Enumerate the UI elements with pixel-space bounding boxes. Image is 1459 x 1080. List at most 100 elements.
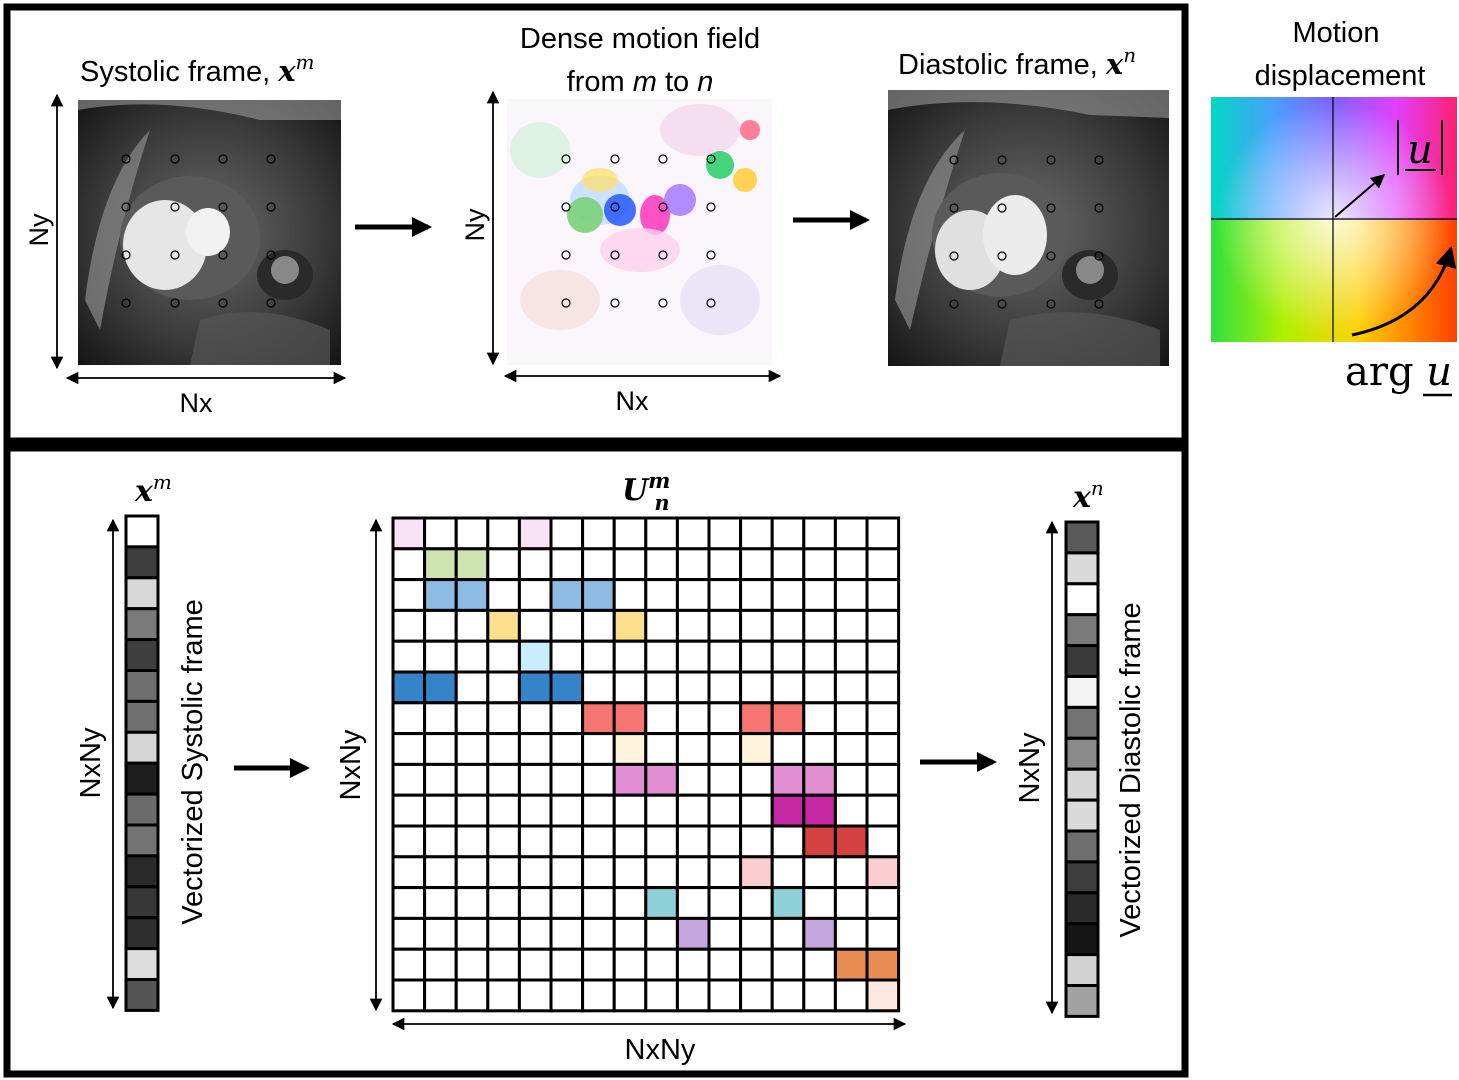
matrix-cell-r10-c10 xyxy=(707,824,743,859)
diastolic-vector-cell-15 xyxy=(1064,984,1100,1018)
diastolic-vector-cell-3 xyxy=(1064,613,1100,648)
diastolic-frame-title: Diastolic frame, xn xyxy=(898,43,1136,81)
matrix-cell-r8-c4 xyxy=(517,762,553,797)
magnitude-label: u xyxy=(1397,120,1443,175)
matrix-cell-r12-c14 xyxy=(833,886,869,920)
matrix-cell-r13-c11 xyxy=(739,916,774,951)
matrix-cell-r11-c10 xyxy=(707,855,743,890)
matrix-cell-r0-c7 xyxy=(612,516,648,551)
matrix-cell-r11-c8 xyxy=(644,855,679,890)
diastolic-control-points xyxy=(949,155,1104,309)
matrix-cell-r7-c9 xyxy=(675,732,711,766)
matrix-cell-r5-c10 xyxy=(707,670,743,705)
matrix-cell-r0-c9 xyxy=(675,516,711,551)
matrix-cell-r9-c5 xyxy=(549,793,585,828)
matrix-cell-r10-c1 xyxy=(423,824,458,859)
matrix-cell-r12-c10 xyxy=(707,886,743,920)
systolic-vector-label: Vectorized Systolic frame xyxy=(177,599,209,925)
matrix-cell-r8-c12 xyxy=(770,762,806,797)
matrix-cell-r11-c2 xyxy=(454,855,490,890)
matrix-cell-r4-c12 xyxy=(770,639,806,674)
diastolic-vector-cell-14 xyxy=(1064,953,1100,987)
matrix-cell-r9-c6 xyxy=(581,793,616,828)
matrix-cell-r5-c9 xyxy=(675,670,711,705)
matrix-cell-r0-c1 xyxy=(423,516,458,551)
matrix-cell-r0-c8 xyxy=(644,516,679,551)
diastolic-vector-cell-12 xyxy=(1064,891,1100,926)
matrix-cell-r8-c14 xyxy=(833,762,869,797)
systolic-vector-cell-14 xyxy=(124,947,160,981)
matrix-cell-r9-c8 xyxy=(644,793,679,828)
systolic-vector-cell-10 xyxy=(124,823,160,858)
matrix-cell-r15-c15 xyxy=(865,978,901,1013)
systolic-vector-cell-15 xyxy=(124,978,160,1012)
bottom-panel-frame xyxy=(3,444,1189,1078)
matrix-cell-r15-c7 xyxy=(612,978,648,1013)
matrix-cell-r15-c1 xyxy=(423,978,458,1013)
matrix-cell-r10-c11 xyxy=(739,824,774,859)
systolic-vector-cell-12 xyxy=(124,885,160,920)
matrix-cell-r8-c1 xyxy=(423,762,458,797)
motion-field-title-line1: Dense motion field xyxy=(520,23,760,55)
matrix-cell-r9-c9 xyxy=(675,793,711,828)
matrix-cell-r3-c9 xyxy=(675,608,711,643)
matrix-cell-r14-c14 xyxy=(833,947,869,982)
matrix-cell-r12-c7 xyxy=(612,886,648,920)
systolic-vector-cell-8 xyxy=(124,761,160,796)
matrix-cell-r2-c4 xyxy=(517,578,553,612)
matrix-cell-r2-c5 xyxy=(549,578,585,612)
matrix-cell-r14-c15 xyxy=(865,947,901,982)
matrix-cell-r10-c2 xyxy=(454,824,490,859)
matrix-cell-r7-c13 xyxy=(802,732,837,766)
diastolic-vector-cell-0 xyxy=(1064,520,1100,555)
matrix-cell-r3-c2 xyxy=(454,608,490,643)
diastolic-vector-cell-8 xyxy=(1064,767,1100,802)
matrix-cell-r8-c6 xyxy=(581,762,616,797)
matrix-cell-r4-c10 xyxy=(707,639,743,674)
matrix-cell-r10-c6 xyxy=(581,824,616,859)
matrix-cell-r0-c5 xyxy=(549,516,585,551)
matrix-cell-r13-c2 xyxy=(454,916,490,951)
matrix-cell-r4-c4 xyxy=(517,639,553,674)
matrix-cell-r15-c9 xyxy=(675,978,711,1013)
matrix-cell-r6-c15 xyxy=(865,701,901,736)
systolic-vector-cell-3 xyxy=(124,607,160,642)
matrix-cell-r4-c14 xyxy=(833,639,869,674)
matrix-cell-r11-c13 xyxy=(802,855,837,890)
matrix-cell-r2-c8 xyxy=(644,578,679,612)
matrix-cell-r4-c5 xyxy=(549,639,585,674)
matrix-cell-r6-c7 xyxy=(612,701,648,736)
matrix-cell-r14-c10 xyxy=(707,947,743,982)
matrix-cell-r4-c1 xyxy=(423,639,458,674)
matrix-cell-r9-c15 xyxy=(865,793,901,828)
matrix-cell-r10-c0 xyxy=(391,824,427,859)
systolic-vector-cell-2 xyxy=(124,576,160,611)
matrix-cell-r5-c3 xyxy=(486,670,521,705)
matrix-cell-r8-c9 xyxy=(675,762,711,797)
matrix-cell-r3-c13 xyxy=(802,608,837,643)
matrix-cell-r7-c4 xyxy=(517,732,553,766)
matrix-cell-r11-c5 xyxy=(549,855,585,890)
matrix-cell-r5-c1 xyxy=(423,670,458,705)
matrix-cell-r4-c9 xyxy=(675,639,711,674)
matrix-cell-r10-c8 xyxy=(644,824,679,859)
matrix-cell-r13-c0 xyxy=(391,916,427,951)
matrix-cell-r12-c0 xyxy=(391,886,427,920)
diastolic-vector-cell-4 xyxy=(1064,644,1100,678)
matrix-cell-r6-c6 xyxy=(581,701,616,736)
matrix-cell-r11-c0 xyxy=(391,855,427,890)
matrix-cell-r9-c4 xyxy=(517,793,553,828)
matrix-cell-r14-c8 xyxy=(644,947,679,982)
matrix-cell-r7-c12 xyxy=(770,732,806,766)
matrix-cell-r2-c12 xyxy=(770,578,806,612)
matrix-cell-r6-c2 xyxy=(454,701,490,736)
matrix-cell-r3-c3 xyxy=(486,608,521,643)
matrix-cell-r1-c13 xyxy=(802,547,837,582)
matrix-cell-r15-c10 xyxy=(707,978,743,1013)
matrix-cell-r2-c6 xyxy=(581,578,616,612)
matrix-cell-r0-c14 xyxy=(833,516,869,551)
matrix-cell-r15-c12 xyxy=(770,978,806,1013)
matrix-cell-r12-c1 xyxy=(423,886,458,920)
diastolic-vector-cell-10 xyxy=(1064,829,1100,864)
matrix-cell-r13-c5 xyxy=(549,916,585,951)
